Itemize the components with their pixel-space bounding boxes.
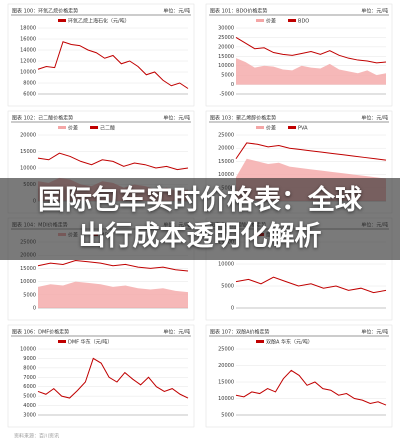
y-tick-label: 16000: [20, 37, 36, 43]
y-tick-label: 25000: [218, 35, 234, 41]
legend-swatch: [288, 19, 297, 22]
y-tick-label: 14000: [20, 48, 36, 54]
y-tick-label: 10000: [20, 166, 36, 172]
y-tick-label: 10000: [20, 70, 36, 76]
y-tick-label: 4000: [23, 403, 36, 409]
y-tick-label: 10000: [218, 63, 234, 69]
y-tick-label: 5000: [221, 284, 234, 290]
y-tick-label: 10000: [20, 347, 36, 353]
y-tick-label: 25000: [218, 133, 234, 139]
y-tick-label: 0: [231, 82, 234, 88]
legend-swatch: [58, 340, 66, 343]
legend-swatch: [256, 126, 264, 129]
area: [38, 281, 188, 308]
y-tick-label: 10000: [218, 262, 234, 268]
legend-label: 价差: [266, 18, 276, 25]
y-tick-label: 5000: [221, 73, 234, 79]
legend-label: 双酚A 华东（元/吨）: [266, 339, 313, 346]
line: [235, 142, 387, 161]
legend-label: DMF 华东（元/吨）: [68, 339, 112, 346]
line: [235, 276, 387, 294]
y-tick-label: 10000: [218, 172, 234, 178]
panel-unit: 单位：元/吨: [361, 329, 388, 336]
y-tick-label: 6000: [23, 384, 36, 390]
legend-swatch: [256, 19, 264, 22]
y-tick-label: 0: [231, 306, 234, 312]
legend-label: 价差: [68, 125, 78, 132]
y-tick-label: 25000: [218, 347, 234, 353]
line: [37, 41, 189, 89]
y-tick-label: 15000: [218, 159, 234, 165]
panel-unit: 单位：元/吨: [361, 115, 388, 122]
y-tick-label: 8000: [23, 365, 36, 371]
panel-title: 图表 100：环氧乙烷价格走势: [12, 8, 78, 15]
panel-title: 图表 103：聚乙烯醇价格走势: [210, 115, 276, 122]
y-tick-label: 10000: [20, 279, 36, 285]
legend-swatch: [58, 19, 66, 22]
legend-swatch: [288, 126, 297, 129]
y-tick-label: 20000: [20, 133, 36, 139]
panel: [7, 324, 195, 428]
panel: [205, 3, 393, 107]
line: [235, 37, 387, 64]
y-tick-label: 7000: [23, 375, 36, 381]
banner: 国际包车实时价格表：全球出行成本透明化解析: [0, 178, 400, 260]
y-tick-label: 18000: [20, 26, 36, 32]
legend-label: PVA: [298, 126, 308, 132]
y-tick-label: 20000: [218, 44, 234, 50]
y-tick-label: 5000: [23, 394, 36, 400]
panel-unit: 单位：元/吨: [361, 8, 388, 15]
y-tick-label: 15000: [20, 149, 36, 155]
legend-label: 环氧乙烷上海石化（元/吨）: [68, 18, 130, 25]
y-tick-label: 3000: [23, 413, 36, 419]
panel-unit: 单位：元/吨: [163, 329, 190, 336]
legend-swatch: [256, 340, 264, 343]
y-tick-label: 12000: [20, 59, 36, 65]
legend-label: BDO: [298, 19, 309, 25]
y-tick-label: 0: [33, 306, 36, 312]
line: [37, 259, 189, 272]
line: [37, 357, 189, 399]
y-tick-label: 20000: [218, 146, 234, 152]
panel-unit: 单位：元/吨: [163, 8, 190, 15]
y-tick-label: 5000: [221, 413, 234, 419]
line: [235, 369, 387, 406]
y-tick-label: -5000: [219, 92, 234, 98]
legend-label: 己二酸: [100, 125, 115, 132]
y-tick-label: 15000: [218, 54, 234, 60]
y-tick-label: 20000: [218, 363, 234, 369]
y-tick-label: 15000: [218, 380, 234, 386]
panel-title: 图表 101：BDO价格走势: [210, 8, 267, 15]
y-tick-label: 15000: [20, 266, 36, 272]
area: [236, 58, 386, 85]
legend-swatch: [58, 126, 66, 129]
legend-swatch: [90, 126, 99, 129]
y-tick-label: 8000: [23, 81, 36, 87]
line: [37, 152, 189, 171]
y-tick-label: 5000: [23, 292, 36, 298]
footer: 资料来源：百川资讯: [14, 433, 59, 440]
panel: [7, 3, 195, 107]
panel-title: 图表 107：双酚A价格走势: [210, 329, 270, 336]
y-tick-label: 6000: [23, 92, 36, 98]
legend-label: 价差: [266, 125, 276, 132]
panel-unit: 单位：元/吨: [163, 115, 190, 122]
panel-title: 图表 102：己二酸价格走势: [12, 115, 73, 122]
y-tick-label: 9000: [23, 356, 36, 362]
panel-title: 图表 106：DMF价格走势: [12, 329, 69, 336]
y-tick-label: 30000: [218, 26, 234, 32]
y-tick-label: 10000: [218, 396, 234, 402]
headline: 国际包车实时价格表：全球出行成本透明化解析: [38, 185, 362, 252]
